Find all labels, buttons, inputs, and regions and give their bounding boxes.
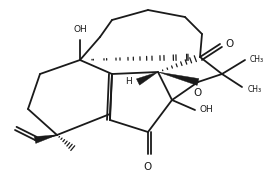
Text: O: O <box>144 162 152 172</box>
Text: H: H <box>125 78 132 87</box>
Text: OH: OH <box>200 105 214 114</box>
Polygon shape <box>158 72 199 85</box>
Text: O: O <box>194 88 202 98</box>
Polygon shape <box>136 72 158 85</box>
Text: OH: OH <box>73 25 87 34</box>
Text: O: O <box>225 39 233 49</box>
Polygon shape <box>34 135 57 143</box>
Text: CH₃: CH₃ <box>248 85 262 94</box>
Text: CH₃: CH₃ <box>250 55 264 65</box>
